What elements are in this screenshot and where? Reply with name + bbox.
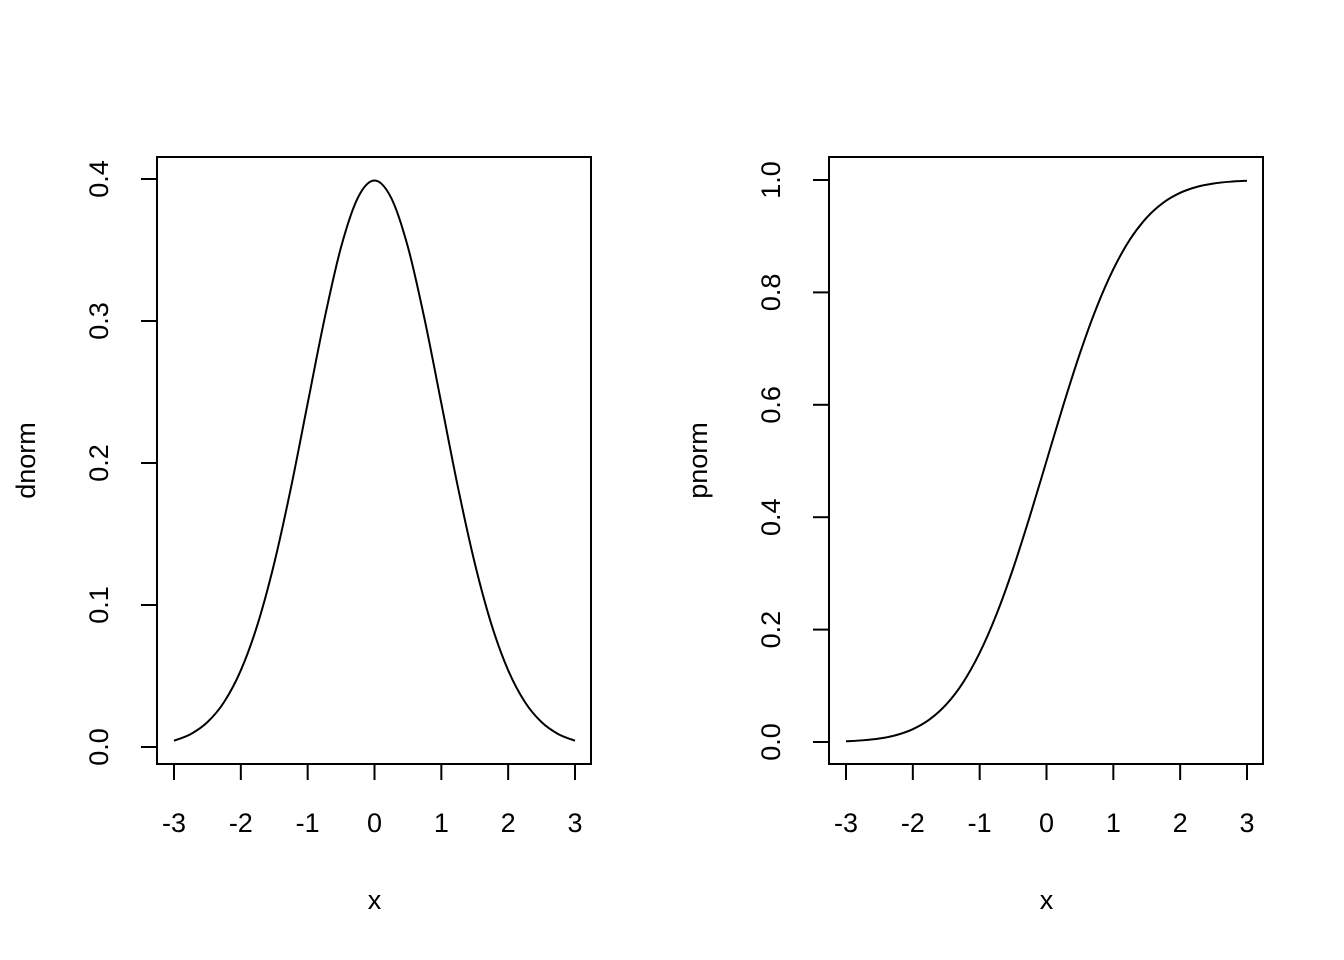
y-tick-label: 0.2 xyxy=(756,611,786,649)
y-tick-label: 0.1 xyxy=(84,586,114,624)
y-tick-label: 0.3 xyxy=(84,302,114,340)
x-tick-label: 1 xyxy=(434,808,449,838)
dnorm-panel: -3 -2 -1 0 1 2 3 0.0 0.1 0.2 0.3 0.4 x dnorm xyxy=(11,156,592,915)
x-tick-label: -1 xyxy=(968,808,992,838)
x-axis-title: x xyxy=(368,885,382,915)
x-axis-title: x xyxy=(1040,885,1054,915)
y-tick-label: 0.2 xyxy=(84,444,114,482)
y-tick-label: 0.6 xyxy=(756,386,786,424)
x-tick-label: 3 xyxy=(567,808,582,838)
y-tick-label: 0.0 xyxy=(756,723,786,761)
y-tick-label: 0.4 xyxy=(756,498,786,536)
x-tick-label: -3 xyxy=(162,808,186,838)
x-tick-label: 2 xyxy=(1173,808,1188,838)
x-tick-label: -2 xyxy=(229,808,253,838)
x-tick-label: 3 xyxy=(1239,808,1254,838)
y-axis-title: pnorm xyxy=(683,422,713,499)
pnorm-panel: -3 -2 -1 0 1 2 3 0.0 0.2 0.4 0.6 0.8 1.0 x pnorm xyxy=(683,156,1264,915)
pnorm-curve xyxy=(845,179,1248,743)
y-tick-label: 0.4 xyxy=(84,160,114,198)
x-tick-label: -3 xyxy=(834,808,858,838)
y-tick-label: 1.0 xyxy=(756,161,786,199)
x-tick-label: -1 xyxy=(296,808,320,838)
y-tick-label: 0.0 xyxy=(84,728,114,766)
y-axis-title: dnorm xyxy=(11,422,41,499)
x-tick-label: 0 xyxy=(1039,808,1054,838)
plot-frame xyxy=(156,156,592,765)
x-tick-label: 1 xyxy=(1106,808,1121,838)
x-tick-label: -2 xyxy=(901,808,925,838)
x-tick-label: 2 xyxy=(501,808,516,838)
x-tick-label: 0 xyxy=(367,808,382,838)
y-tick-label: 0.8 xyxy=(756,274,786,312)
dnorm-curve xyxy=(173,179,576,742)
